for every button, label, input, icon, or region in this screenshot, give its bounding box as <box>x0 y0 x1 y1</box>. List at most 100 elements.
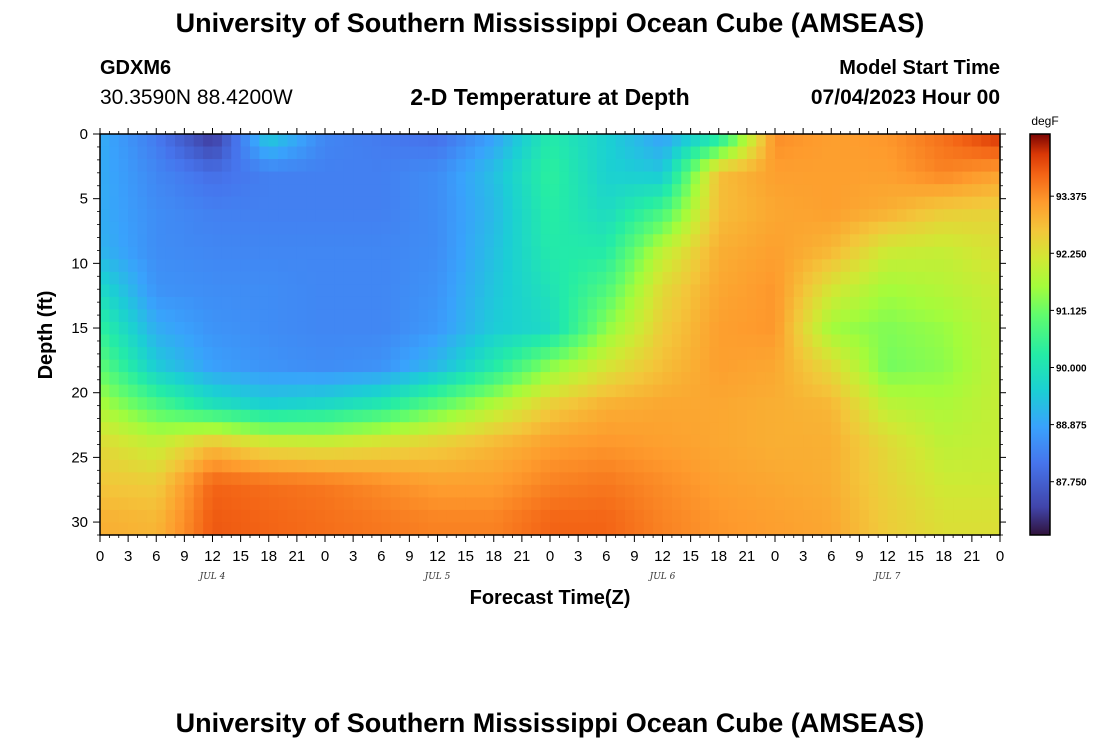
heatmap-cell <box>643 309 654 323</box>
heatmap-cell <box>840 522 851 536</box>
heatmap-cell <box>325 184 335 198</box>
heatmap-cell <box>709 372 720 386</box>
heatmap-cell <box>887 184 898 198</box>
x-tick-label: 15 <box>907 548 924 565</box>
heatmap-cell <box>915 234 926 248</box>
heatmap-cell <box>906 309 917 323</box>
heatmap-cell <box>953 409 964 423</box>
heatmap-cell <box>531 321 542 336</box>
heatmap-cell <box>709 484 720 499</box>
heatmap-cell <box>878 284 889 298</box>
heatmap-cell <box>390 184 401 198</box>
heatmap-cell <box>906 509 917 524</box>
heatmap-cell <box>906 184 917 198</box>
heatmap-cell <box>934 234 945 248</box>
heatmap-cell <box>737 184 748 198</box>
heatmap-cell <box>371 472 382 486</box>
heatmap-cell <box>953 234 964 248</box>
day-label: JUL 5 <box>423 572 451 582</box>
heatmap-cell <box>662 234 673 248</box>
heatmap-cell <box>203 184 214 198</box>
heatmap-cell <box>418 359 429 373</box>
heatmap-cell <box>934 459 945 473</box>
heatmap-cell <box>165 334 176 348</box>
heatmap-cell <box>240 334 251 348</box>
heatmap-cell <box>653 309 664 323</box>
heatmap-cell <box>784 159 795 173</box>
heatmap-cell <box>465 409 476 423</box>
heatmap-cell <box>859 246 870 260</box>
heatmap-cell <box>512 397 523 411</box>
heatmap-cell <box>296 497 307 511</box>
heatmap-cell <box>578 384 589 398</box>
heatmap-cell <box>625 271 635 285</box>
heatmap-cell <box>325 497 335 511</box>
heatmap-cell <box>531 209 542 223</box>
heatmap-cell <box>325 309 335 323</box>
heatmap-cell <box>634 221 645 235</box>
heatmap-cell <box>325 209 335 223</box>
heatmap-cell <box>803 459 814 473</box>
heatmap-cell <box>362 196 373 210</box>
heatmap-cell <box>456 134 467 148</box>
heatmap-cell <box>212 196 223 210</box>
heatmap-cell <box>503 309 514 323</box>
heatmap-cell <box>709 196 720 210</box>
heatmap-cell <box>831 196 842 210</box>
heatmap-cell <box>887 309 898 323</box>
heatmap-cell <box>250 284 260 298</box>
heatmap-cell <box>156 309 167 323</box>
heatmap-cell <box>971 146 982 160</box>
heatmap-cell <box>906 234 917 248</box>
heatmap-cell <box>437 459 448 473</box>
heatmap-cell <box>896 134 907 148</box>
heatmap-cell <box>240 384 251 398</box>
heatmap-cell <box>165 497 176 511</box>
heatmap-cell <box>493 196 504 210</box>
heatmap-cell <box>540 522 551 536</box>
heatmap-cell <box>559 359 570 373</box>
heatmap-cell <box>981 459 992 473</box>
heatmap-cell <box>512 246 523 260</box>
heatmap-cell <box>728 422 739 436</box>
heatmap-cell <box>240 246 251 260</box>
heatmap-cell <box>653 422 664 436</box>
heatmap-cell <box>803 409 814 423</box>
heatmap-cell <box>906 221 917 235</box>
heatmap-cell <box>137 447 148 461</box>
heatmap-cell <box>512 409 523 423</box>
heatmap-cell <box>775 347 785 361</box>
heatmap-cell <box>625 409 635 423</box>
heatmap-cell <box>325 359 335 373</box>
heatmap-cell <box>990 459 1001 473</box>
heatmap-cell <box>793 284 804 298</box>
heatmap-cell <box>146 484 157 499</box>
heatmap-cell <box>484 484 495 499</box>
heatmap-cell <box>259 196 270 210</box>
heatmap-cell <box>146 509 157 524</box>
heatmap-cell <box>540 271 551 285</box>
heatmap-cell <box>296 209 307 223</box>
heatmap-cell <box>690 384 701 398</box>
heatmap-cell <box>559 484 570 499</box>
heatmap-cell <box>840 184 851 198</box>
heatmap-cell <box>821 522 832 536</box>
heatmap-cell <box>325 271 335 285</box>
heatmap-cell <box>718 384 729 398</box>
heatmap-cell <box>221 171 232 185</box>
heatmap-cell <box>896 472 907 486</box>
heatmap-cell <box>934 434 945 448</box>
colorbar-tick-label: 93.375 <box>1056 192 1087 203</box>
heatmap-cell <box>971 309 982 323</box>
heatmap-cell <box>634 484 645 499</box>
heatmap-cell <box>203 196 214 210</box>
heatmap-cell <box>962 384 973 398</box>
heatmap-cell <box>859 221 870 235</box>
heatmap-cell <box>287 447 298 461</box>
heatmap-cell <box>231 309 242 323</box>
heatmap-cell <box>409 359 420 373</box>
heatmap-cell <box>175 284 185 298</box>
heatmap-cell <box>756 397 767 411</box>
heatmap-cell <box>831 321 842 336</box>
heatmap-cell <box>521 146 532 160</box>
